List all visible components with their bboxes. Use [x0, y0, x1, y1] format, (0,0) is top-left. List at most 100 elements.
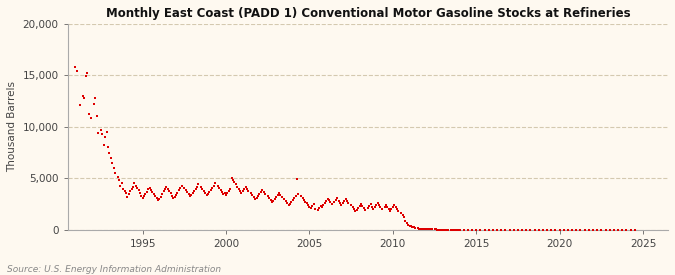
Point: [91, 113, 102, 118]
Point: [404, 224, 415, 228]
Point: [219, 191, 230, 195]
Point: [189, 188, 200, 193]
Point: [424, 227, 435, 232]
Point: [517, 227, 528, 232]
Point: [296, 194, 306, 198]
Point: [86, 116, 97, 120]
Point: [558, 227, 569, 232]
Point: [608, 227, 619, 232]
Point: [184, 194, 195, 198]
Point: [265, 198, 276, 202]
Point: [546, 227, 557, 232]
Point: [396, 211, 406, 216]
Point: [168, 196, 179, 200]
Point: [562, 227, 573, 232]
Point: [229, 180, 240, 185]
Point: [368, 207, 379, 211]
Point: [371, 203, 381, 207]
Point: [302, 203, 313, 207]
Point: [422, 227, 433, 231]
Point: [126, 186, 137, 191]
Point: [107, 161, 117, 165]
Point: [173, 188, 184, 192]
Point: [190, 186, 201, 191]
Point: [161, 184, 171, 189]
Point: [315, 204, 326, 208]
Point: [182, 189, 192, 194]
Point: [454, 227, 465, 232]
Point: [604, 227, 615, 232]
Point: [613, 227, 624, 232]
Point: [146, 188, 157, 192]
Point: [240, 184, 251, 189]
Point: [142, 189, 153, 194]
Point: [379, 205, 390, 209]
Point: [285, 202, 296, 206]
Point: [326, 202, 337, 206]
Point: [169, 195, 180, 199]
Point: [429, 227, 440, 232]
Point: [180, 188, 191, 192]
Point: [201, 192, 212, 197]
Point: [88, 102, 99, 106]
Point: [446, 227, 457, 232]
Point: [284, 203, 294, 207]
Point: [154, 197, 165, 201]
Point: [500, 227, 511, 232]
Point: [165, 191, 176, 195]
Point: [113, 178, 124, 183]
Y-axis label: Thousand Barrels: Thousand Barrels: [7, 81, 17, 172]
Point: [164, 188, 175, 193]
Point: [242, 186, 252, 191]
Point: [214, 185, 225, 190]
Point: [436, 227, 447, 232]
Point: [383, 207, 394, 211]
Point: [354, 204, 365, 208]
Point: [323, 198, 334, 202]
Point: [159, 186, 170, 191]
Point: [290, 194, 301, 198]
Point: [246, 191, 256, 195]
Point: [136, 194, 146, 198]
Point: [575, 227, 586, 232]
Point: [130, 183, 141, 188]
Point: [588, 227, 599, 232]
Point: [350, 209, 360, 213]
Point: [462, 227, 473, 232]
Point: [346, 203, 356, 207]
Point: [202, 192, 213, 196]
Point: [193, 182, 204, 187]
Point: [412, 226, 423, 230]
Point: [256, 188, 267, 192]
Point: [155, 195, 166, 199]
Point: [292, 177, 302, 182]
Point: [78, 94, 88, 98]
Point: [70, 65, 80, 69]
Point: [617, 227, 628, 232]
Point: [392, 207, 402, 211]
Title: Monthly East Coast (PADD 1) Conventional Motor Gasoline Stocks at Refineries: Monthly East Coast (PADD 1) Conventional…: [105, 7, 630, 20]
Point: [143, 186, 154, 191]
Point: [124, 192, 134, 196]
Point: [529, 227, 540, 232]
Point: [186, 192, 196, 197]
Point: [96, 128, 107, 132]
Point: [263, 194, 273, 198]
Point: [205, 188, 216, 192]
Point: [579, 227, 590, 232]
Point: [293, 192, 304, 196]
Point: [75, 103, 86, 108]
Point: [357, 204, 368, 208]
Point: [583, 227, 594, 232]
Point: [348, 207, 359, 211]
Point: [448, 227, 458, 232]
Point: [542, 227, 553, 232]
Point: [387, 205, 398, 209]
Point: [390, 205, 401, 209]
Point: [435, 227, 446, 232]
Point: [329, 200, 340, 204]
Point: [132, 185, 142, 190]
Point: [140, 192, 151, 196]
Point: [80, 74, 91, 79]
Point: [425, 227, 436, 232]
